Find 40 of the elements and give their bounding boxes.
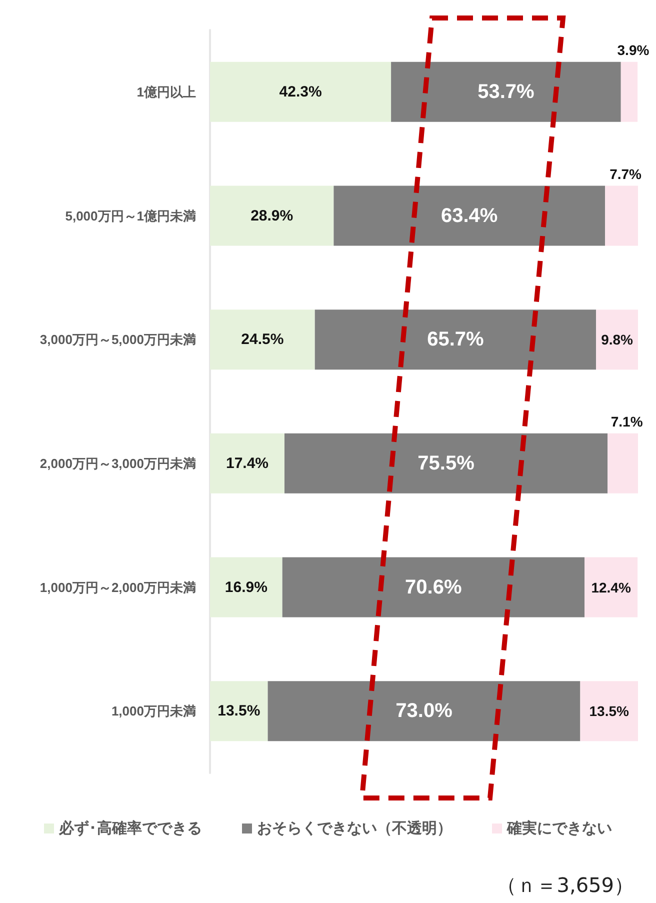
data-label: 9.8% [601, 332, 634, 348]
bar [284, 433, 608, 494]
data-label: 24.5% [241, 331, 284, 348]
bar [268, 681, 580, 742]
data-label: 3.9% [617, 42, 650, 58]
bar [314, 310, 596, 370]
legend-label: 必ず･高確率でできる [58, 819, 202, 837]
data-label: 7.1% [610, 413, 644, 430]
bar [334, 186, 606, 246]
y-tick-label: 1,000万円未満 [111, 704, 196, 719]
bar [605, 186, 638, 246]
data-label: 70.6% [405, 576, 462, 598]
y-tick-label: 1,000万円～2,000万円未満 [40, 580, 196, 595]
data-label: 17.4% [226, 454, 269, 472]
data-label: 13.5% [589, 703, 630, 720]
data-label: 42.3% [279, 83, 322, 100]
bar [608, 433, 638, 494]
data-label: 12.4% [591, 579, 632, 596]
y-tick-label: 1億円以上 [136, 84, 196, 100]
data-label: 65.7% [427, 328, 484, 351]
y-tick-label: 5,000万円～1億円未満 [65, 208, 196, 224]
y-tick-label: 3,000万円～5,000万円未満 [40, 332, 196, 348]
y-tick-label: 2,000万円～3,000万円未満 [40, 456, 196, 471]
data-label: 63.4% [441, 204, 498, 227]
text: （ｎ＝3,659） [496, 872, 634, 899]
data-label: 7.7% [610, 166, 642, 182]
data-label: 53.7% [478, 80, 535, 103]
data-label: 75.5% [418, 452, 475, 474]
bar [282, 557, 584, 618]
data-label: 73.0% [396, 700, 453, 722]
legend-label: 確実にできない [506, 819, 612, 837]
bar [391, 62, 621, 122]
bar [596, 310, 638, 370]
data-label: 28.9% [250, 207, 294, 224]
bar [584, 557, 638, 618]
data-label: 13.5% [218, 702, 260, 720]
bar [620, 62, 638, 122]
data-label: 16.9% [224, 578, 268, 596]
bar [580, 681, 638, 742]
legend-label: おそらくできない（不透明） [257, 820, 452, 837]
